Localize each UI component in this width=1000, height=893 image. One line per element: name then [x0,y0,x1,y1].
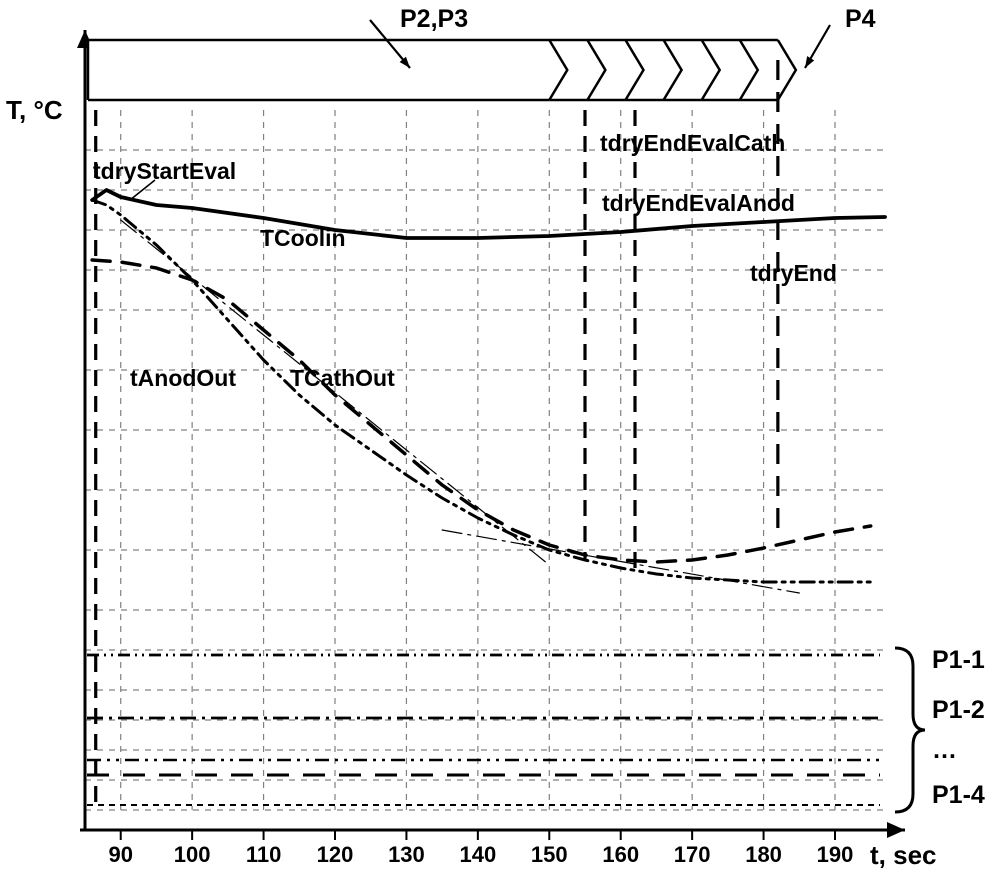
xtick-170: 170 [672,842,712,868]
xtick-90: 90 [101,842,141,868]
annotation-tdryEnd: tdryEnd [750,260,837,287]
chart-svg [0,0,1000,888]
annotation-TCathOut: TCathOut [290,365,395,392]
p2-p3-label: P2,P3 [400,5,468,34]
bottom-band [87,648,925,812]
x-axis-label: t, sec [870,840,937,871]
xtick-140: 140 [458,842,498,868]
y-axis-label: T, °C [6,95,63,126]
xtick-110: 110 [244,842,284,868]
side-label-P1-1: P1-1 [932,646,985,675]
side-label-P1-4: P1-4 [932,781,985,810]
xtick-100: 100 [172,842,212,868]
curve-TCathOut [92,260,871,562]
annotation-tdryEndEvalAnod: tdryEndEvalAnod [602,190,795,217]
side-label-P1-2: P1-2 [932,696,985,725]
xtick-120: 120 [315,842,355,868]
xtick-150: 150 [529,842,569,868]
chart-root: T, °C t, sec P2,P3 P4 tdryStartEval TCool… [0,0,1000,888]
side-label-…: … [932,736,957,765]
xtick-160: 160 [601,842,641,868]
annotation-tAnodOut: tAnodOut [130,365,236,392]
xtick-190: 190 [815,842,855,868]
xtick-180: 180 [744,842,784,868]
annotation-tdryStartEval: tdryStartEval [93,158,236,185]
xtick-130: 130 [386,842,426,868]
p4-label: P4 [845,5,876,34]
annotation-TCoolin: TCoolin [260,225,346,252]
annotation-tdryEndEvalCath: tdryEndEvalCath [600,130,785,157]
